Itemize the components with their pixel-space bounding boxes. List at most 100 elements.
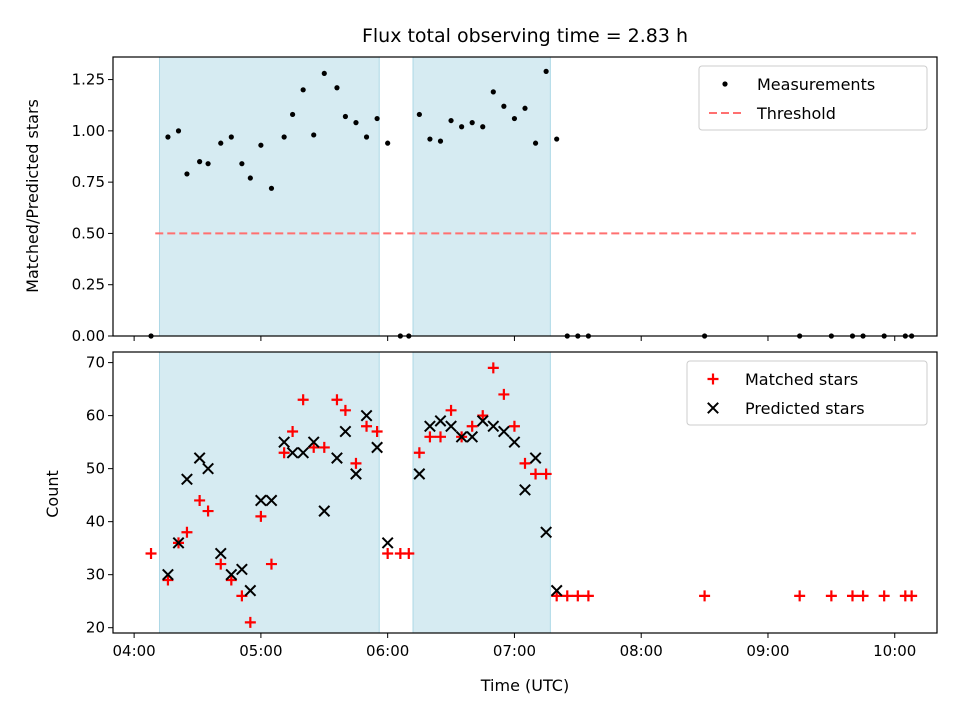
data-point-1-0-24 — [403, 547, 415, 559]
data-point-1-0-42 — [699, 590, 711, 602]
data-point-1-1-28 — [476, 415, 489, 427]
y-tick-label-0-4: 1.00 — [72, 122, 105, 140]
legend-1: Matched stars Predicted stars — [686, 360, 928, 426]
y-tick-label-1-3: 50 — [86, 460, 105, 478]
data-point-1-0-17 — [331, 394, 343, 406]
data-point-0-0-11 — [268, 185, 275, 191]
data-point-1-1-31 — [508, 436, 521, 449]
data-point-1-0-10 — [255, 510, 267, 522]
data-point-1-0-20 — [361, 420, 373, 432]
data-point-1-1-9 — [254, 494, 267, 507]
axes-frame-1 — [112, 351, 938, 634]
data-point-1-1-13 — [297, 446, 310, 459]
data-point-1-1-16 — [331, 452, 343, 464]
data-point-1-1-18 — [350, 468, 362, 480]
x-axis-label: Time (UTC) — [480, 676, 569, 695]
data-point-1-0-36 — [530, 468, 542, 480]
data-point-1-1-26 — [455, 430, 468, 443]
data-point-0-0-1 — [165, 134, 171, 140]
y-tick-label-0-2: 0.50 — [72, 224, 105, 242]
data-point-1-0-44 — [825, 590, 837, 602]
data-point-1-0-16 — [318, 441, 330, 453]
data-point-0-0-8 — [239, 161, 245, 167]
bottom-panel: 20 30 40 50 60 70 04:00 05:00 06:00 07:00 08:00 09:… — [86, 351, 938, 660]
x-tick-label-3: 07:00 — [493, 642, 536, 660]
observing-interval-1 — [412, 351, 551, 634]
data-point-1-1-6 — [225, 568, 238, 581]
data-point-1-1-5 — [214, 547, 227, 560]
data-point-1-1-20 — [371, 441, 384, 454]
series-0-0 — [148, 68, 915, 339]
data-point-0-0-35 — [522, 105, 528, 111]
data-point-0-0-25 — [416, 111, 422, 118]
data-point-1-0-28 — [445, 404, 457, 416]
x-tick-label-2: 06:00 — [366, 642, 409, 660]
data-point-1-0-35 — [519, 457, 531, 469]
data-point-0-0-12 — [281, 134, 287, 140]
data-point-0-0-5 — [205, 161, 211, 167]
data-point-0-0-9 — [247, 175, 253, 181]
data-point-0-0-22 — [385, 140, 391, 146]
data-point-1-1-34 — [540, 526, 553, 539]
data-point-1-1-12 — [286, 446, 299, 459]
legend-swatch-0-0 — [722, 81, 728, 87]
data-point-1-1-32 — [519, 483, 531, 496]
observing-interval-0 — [158, 56, 380, 337]
data-point-1-0-43 — [794, 590, 806, 602]
data-point-1-0-5 — [202, 505, 214, 517]
data-point-1-0-12 — [278, 447, 290, 459]
data-point-0-0-14 — [300, 87, 306, 93]
data-point-0-0-2 — [175, 128, 182, 134]
data-point-1-1-17 — [339, 425, 352, 438]
y-tick-label-0-3: 0.75 — [72, 173, 105, 191]
data-point-0-0-33 — [501, 103, 507, 109]
legend-label-1-0: Matched stars — [745, 370, 858, 389]
data-point-1-1-21 — [381, 536, 394, 549]
data-point-1-1-3 — [193, 452, 206, 464]
data-point-1-1-33 — [529, 452, 542, 464]
data-point-0-0-21 — [374, 115, 380, 122]
data-point-1-0-22 — [382, 547, 394, 559]
data-point-1-0-18 — [339, 404, 351, 416]
y-tick-label-0-1: 0.25 — [72, 276, 105, 294]
data-point-1-0-37 — [540, 468, 552, 480]
data-point-0-0-27 — [437, 138, 444, 144]
data-point-1-0-34 — [508, 420, 520, 432]
data-point-1-1-10 — [265, 494, 278, 507]
data-point-1-0-32 — [487, 362, 499, 374]
data-point-1-1-22 — [413, 468, 426, 480]
data-point-1-0-31 — [477, 410, 489, 422]
legend-swatch-1-1 — [707, 402, 719, 414]
data-point-1-1-11 — [278, 436, 291, 449]
x-tick-label-1: 05:00 — [239, 642, 282, 660]
legend-box-0 — [698, 65, 928, 131]
data-point-0-0-16 — [321, 70, 327, 77]
legend-box-1 — [686, 360, 928, 426]
data-point-1-1-14 — [307, 436, 320, 449]
data-point-1-1-25 — [445, 420, 457, 433]
data-point-1-0-45 — [846, 590, 858, 602]
data-point-1-0-9 — [244, 616, 256, 628]
data-point-1-0-39 — [561, 590, 573, 602]
data-point-0-0-3 — [184, 171, 190, 177]
data-point-1-0-27 — [434, 431, 446, 443]
y-tick-label-1-0: 20 — [86, 619, 105, 637]
data-point-0-0-32 — [490, 89, 496, 95]
data-point-1-1-19 — [360, 409, 373, 422]
legend-label-0-0: Measurements — [757, 75, 875, 94]
data-point-1-1-7 — [235, 563, 248, 576]
data-point-0-0-34 — [511, 115, 518, 122]
data-point-1-1-23 — [424, 420, 436, 433]
data-point-1-0-13 — [287, 426, 299, 438]
data-point-1-1-29 — [487, 420, 500, 433]
data-point-1-0-11 — [265, 558, 277, 570]
axes-frame-0 — [112, 56, 938, 337]
data-point-1-1-15 — [318, 505, 331, 517]
data-point-1-0-21 — [371, 426, 383, 438]
legend-swatch-1-0 — [707, 373, 719, 385]
data-point-1-1-8 — [244, 584, 257, 597]
data-point-0-0-7 — [228, 134, 234, 140]
y-tick-label-0-0: 0.00 — [72, 327, 105, 345]
legend-0: Measurements Threshold — [698, 65, 928, 131]
legend-label-0-1: Threshold — [756, 104, 836, 123]
